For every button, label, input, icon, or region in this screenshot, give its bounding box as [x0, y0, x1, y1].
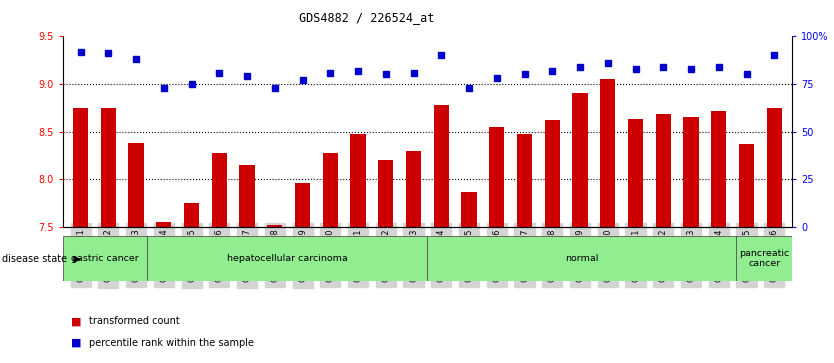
Bar: [545, 120, 560, 227]
Bar: [490, 127, 505, 227]
Bar: [739, 144, 754, 227]
Bar: [572, 93, 588, 227]
Bar: [147, 236, 427, 281]
Text: transformed count: transformed count: [89, 316, 180, 326]
Bar: [267, 225, 283, 227]
Text: normal: normal: [565, 254, 599, 263]
Bar: [517, 134, 532, 227]
Bar: [378, 160, 394, 227]
Text: pancreatic
cancer: pancreatic cancer: [739, 249, 789, 268]
Text: ■: ■: [71, 338, 82, 348]
Bar: [683, 117, 699, 227]
Bar: [323, 152, 338, 227]
Bar: [350, 134, 365, 227]
Bar: [73, 108, 88, 227]
Bar: [656, 114, 671, 227]
Bar: [295, 183, 310, 227]
Text: ■: ■: [71, 316, 82, 326]
Text: GDS4882 / 226524_at: GDS4882 / 226524_at: [299, 11, 435, 24]
Text: hepatocellular carcinoma: hepatocellular carcinoma: [227, 254, 348, 263]
Bar: [63, 236, 147, 281]
Bar: [736, 236, 792, 281]
Bar: [711, 111, 726, 227]
Bar: [184, 203, 199, 227]
Bar: [156, 222, 172, 227]
Text: percentile rank within the sample: percentile rank within the sample: [89, 338, 254, 348]
Text: gastric cancer: gastric cancer: [71, 254, 138, 263]
Bar: [128, 143, 143, 227]
Bar: [239, 165, 254, 227]
Bar: [406, 151, 421, 227]
Bar: [212, 152, 227, 227]
Text: disease state  ▶: disease state ▶: [2, 254, 81, 264]
Bar: [434, 105, 449, 227]
Bar: [101, 108, 116, 227]
Bar: [427, 236, 736, 281]
Bar: [628, 119, 643, 227]
Bar: [600, 79, 615, 227]
Bar: [766, 108, 782, 227]
Bar: [461, 192, 477, 227]
